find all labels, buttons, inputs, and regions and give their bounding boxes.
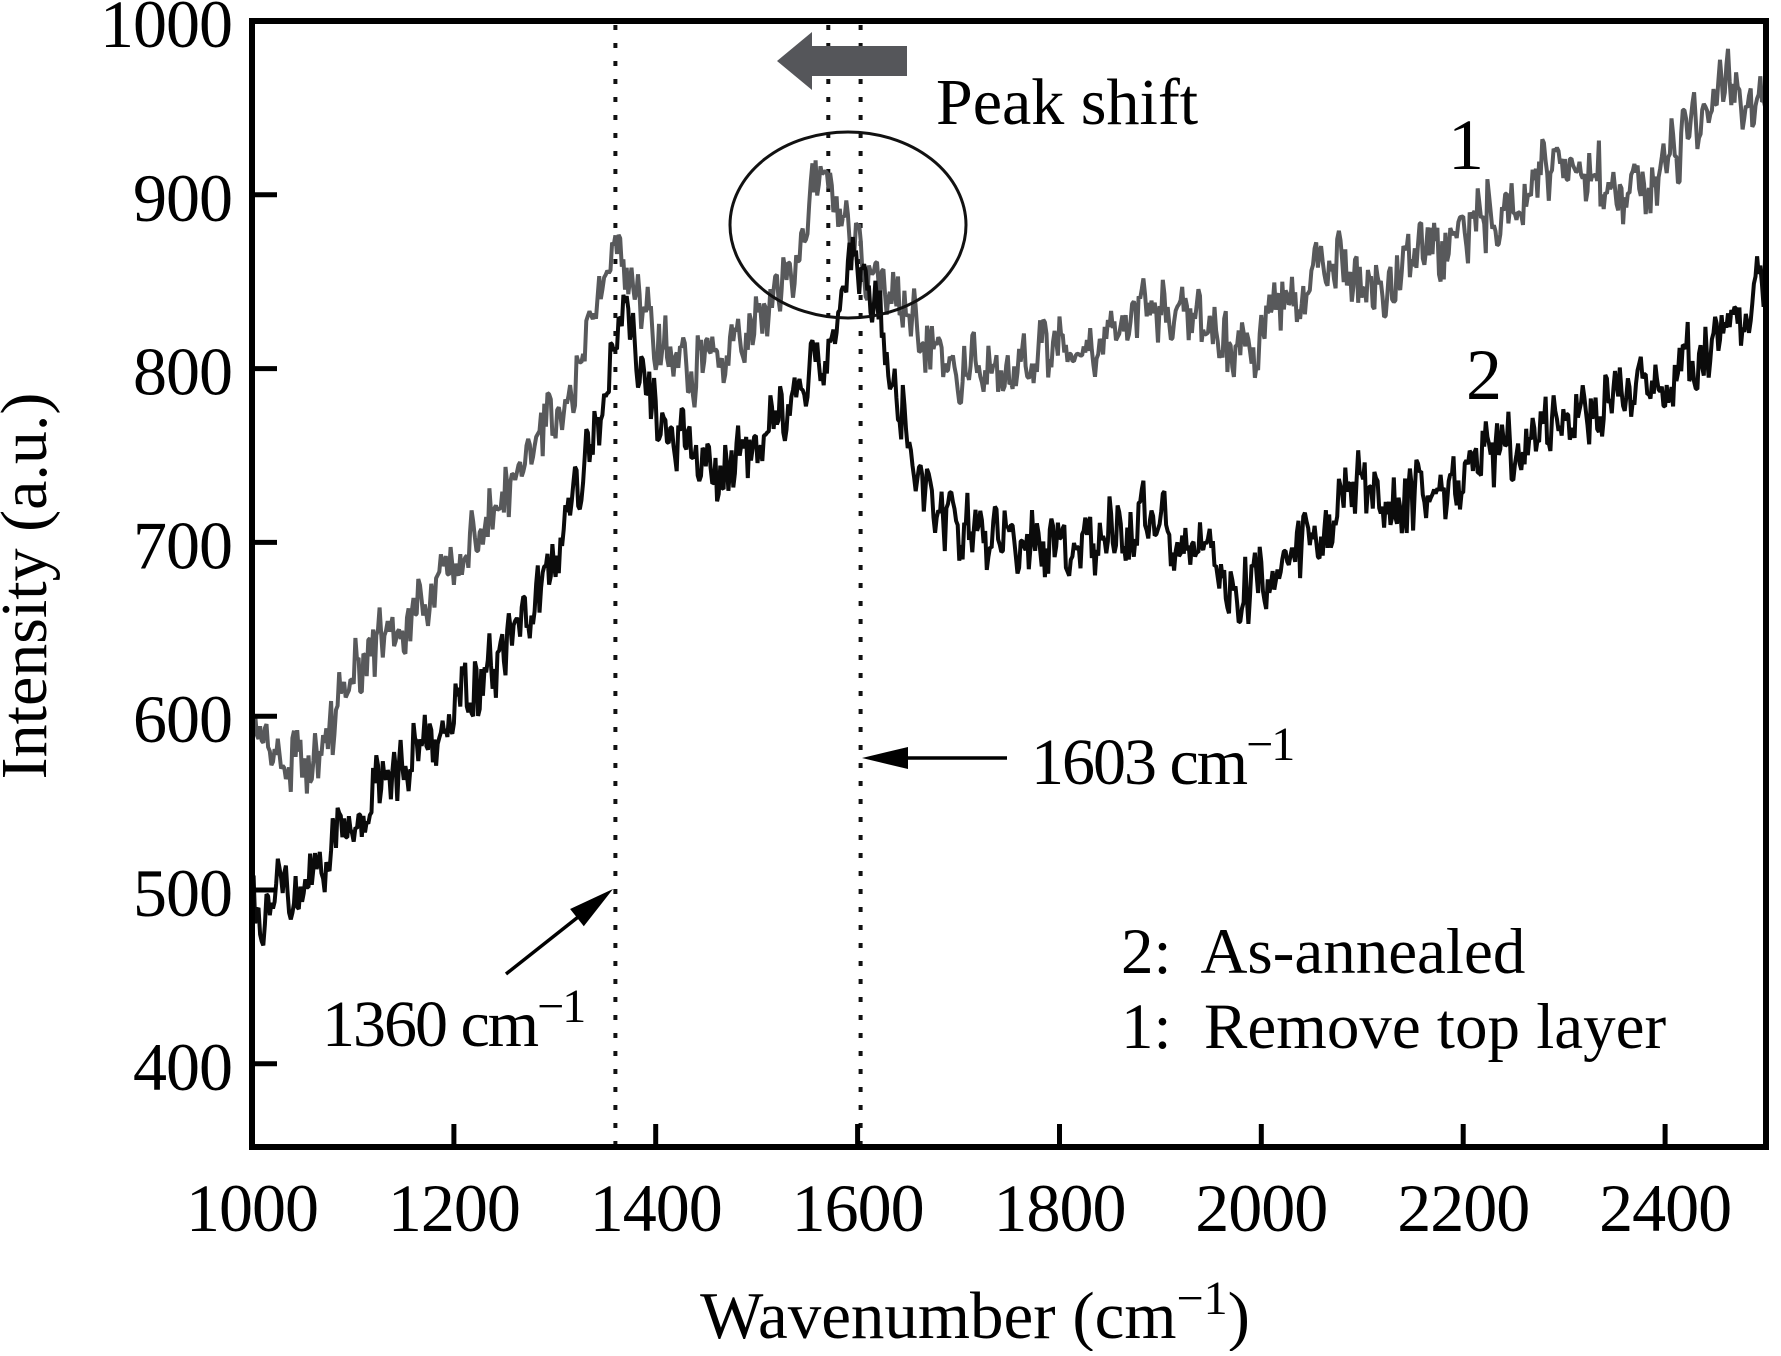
svg-text:Wavenumber (cm−1): Wavenumber (cm−1) xyxy=(700,1272,1250,1351)
svg-text:Peak shift: Peak shift xyxy=(936,66,1198,139)
svg-text:1000: 1000 xyxy=(186,1170,318,1246)
svg-text:700: 700 xyxy=(133,507,232,583)
svg-text:1800: 1800 xyxy=(994,1170,1126,1246)
svg-text:500: 500 xyxy=(133,855,232,931)
svg-text:1: 1 xyxy=(1448,105,1484,185)
svg-text:2: As-annealed: 2: As-annealed xyxy=(1121,916,1525,988)
svg-text:1200: 1200 xyxy=(388,1170,520,1246)
svg-text:600: 600 xyxy=(133,681,232,757)
svg-text:800: 800 xyxy=(133,334,232,410)
svg-text:400: 400 xyxy=(133,1029,232,1105)
svg-text:1360 cm−1: 1360 cm−1 xyxy=(322,980,584,1061)
svg-text:900: 900 xyxy=(133,160,232,236)
svg-text:2000: 2000 xyxy=(1195,1170,1327,1246)
svg-text:1600: 1600 xyxy=(792,1170,924,1246)
svg-text:Intensity (a.u.): Intensity (a.u.) xyxy=(0,393,61,780)
svg-text:1400: 1400 xyxy=(590,1170,722,1246)
svg-text:2400: 2400 xyxy=(1599,1170,1731,1246)
svg-text:2200: 2200 xyxy=(1397,1170,1529,1246)
svg-text:1000: 1000 xyxy=(100,0,232,62)
svg-text:1: Remove top layer: 1: Remove top layer xyxy=(1121,991,1666,1063)
svg-text:2: 2 xyxy=(1466,335,1502,415)
